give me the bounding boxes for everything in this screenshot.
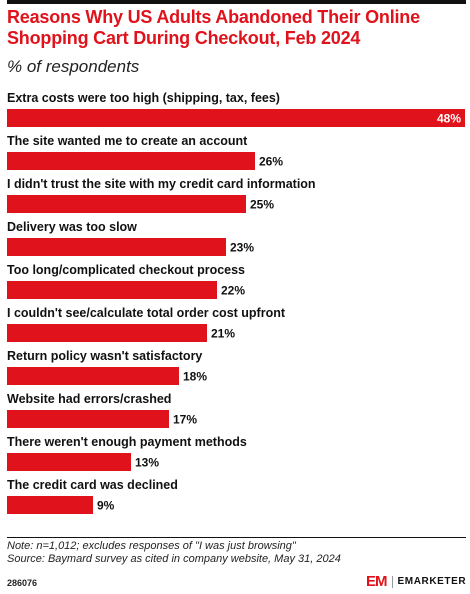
value-label: 25% [250,198,274,212]
footer-rule [7,537,466,538]
category-label: Return policy wasn't satisfactory [7,349,202,363]
bar [7,324,207,342]
category-label: The site wanted me to create an account [7,134,248,148]
em-logo-icon: EM [366,573,387,590]
bar [7,367,179,385]
value-label: 21% [211,327,235,341]
bar [7,453,131,471]
category-label: Extra costs were too high (shipping, tax… [7,91,280,105]
chart-subtitle: % of respondents [7,57,140,76]
value-label: 9% [97,499,115,513]
value-label: 13% [135,456,159,470]
chart-note: Note: n=1,012; excludes responses of "I … [7,540,296,552]
logo-text: EMARKETER [397,576,467,587]
value-label: 48% [437,112,461,126]
value-label: 23% [230,241,254,255]
category-label: Delivery was too slow [7,220,137,234]
chart-title: Reasons Why US Adults Abandoned Their On… [7,7,420,48]
top-rule [7,0,466,4]
bar [7,195,246,213]
value-label: 26% [259,155,283,169]
bar [7,152,255,170]
chart-source: Source: Baymard survey as cited in compa… [7,553,341,565]
category-label: Website had errors/crashed [7,392,171,406]
emarketer-logo: EM EMARKETER [366,573,466,590]
category-label: There weren't enough payment methods [7,435,247,449]
category-label: I didn't trust the site with my credit c… [7,177,316,191]
bar [7,109,465,127]
chart-id: 286076 [7,578,38,588]
category-label: The credit card was declined [7,478,178,492]
bar [7,410,169,428]
category-label: Too long/complicated checkout process [7,263,245,277]
bar [7,238,226,256]
value-label: 22% [221,284,245,298]
logo-divider [391,575,393,588]
value-label: 18% [183,370,207,384]
category-label: I couldn't see/calculate total order cos… [7,306,286,320]
bar [7,496,93,514]
value-label: 17% [173,413,197,427]
bar [7,281,217,299]
